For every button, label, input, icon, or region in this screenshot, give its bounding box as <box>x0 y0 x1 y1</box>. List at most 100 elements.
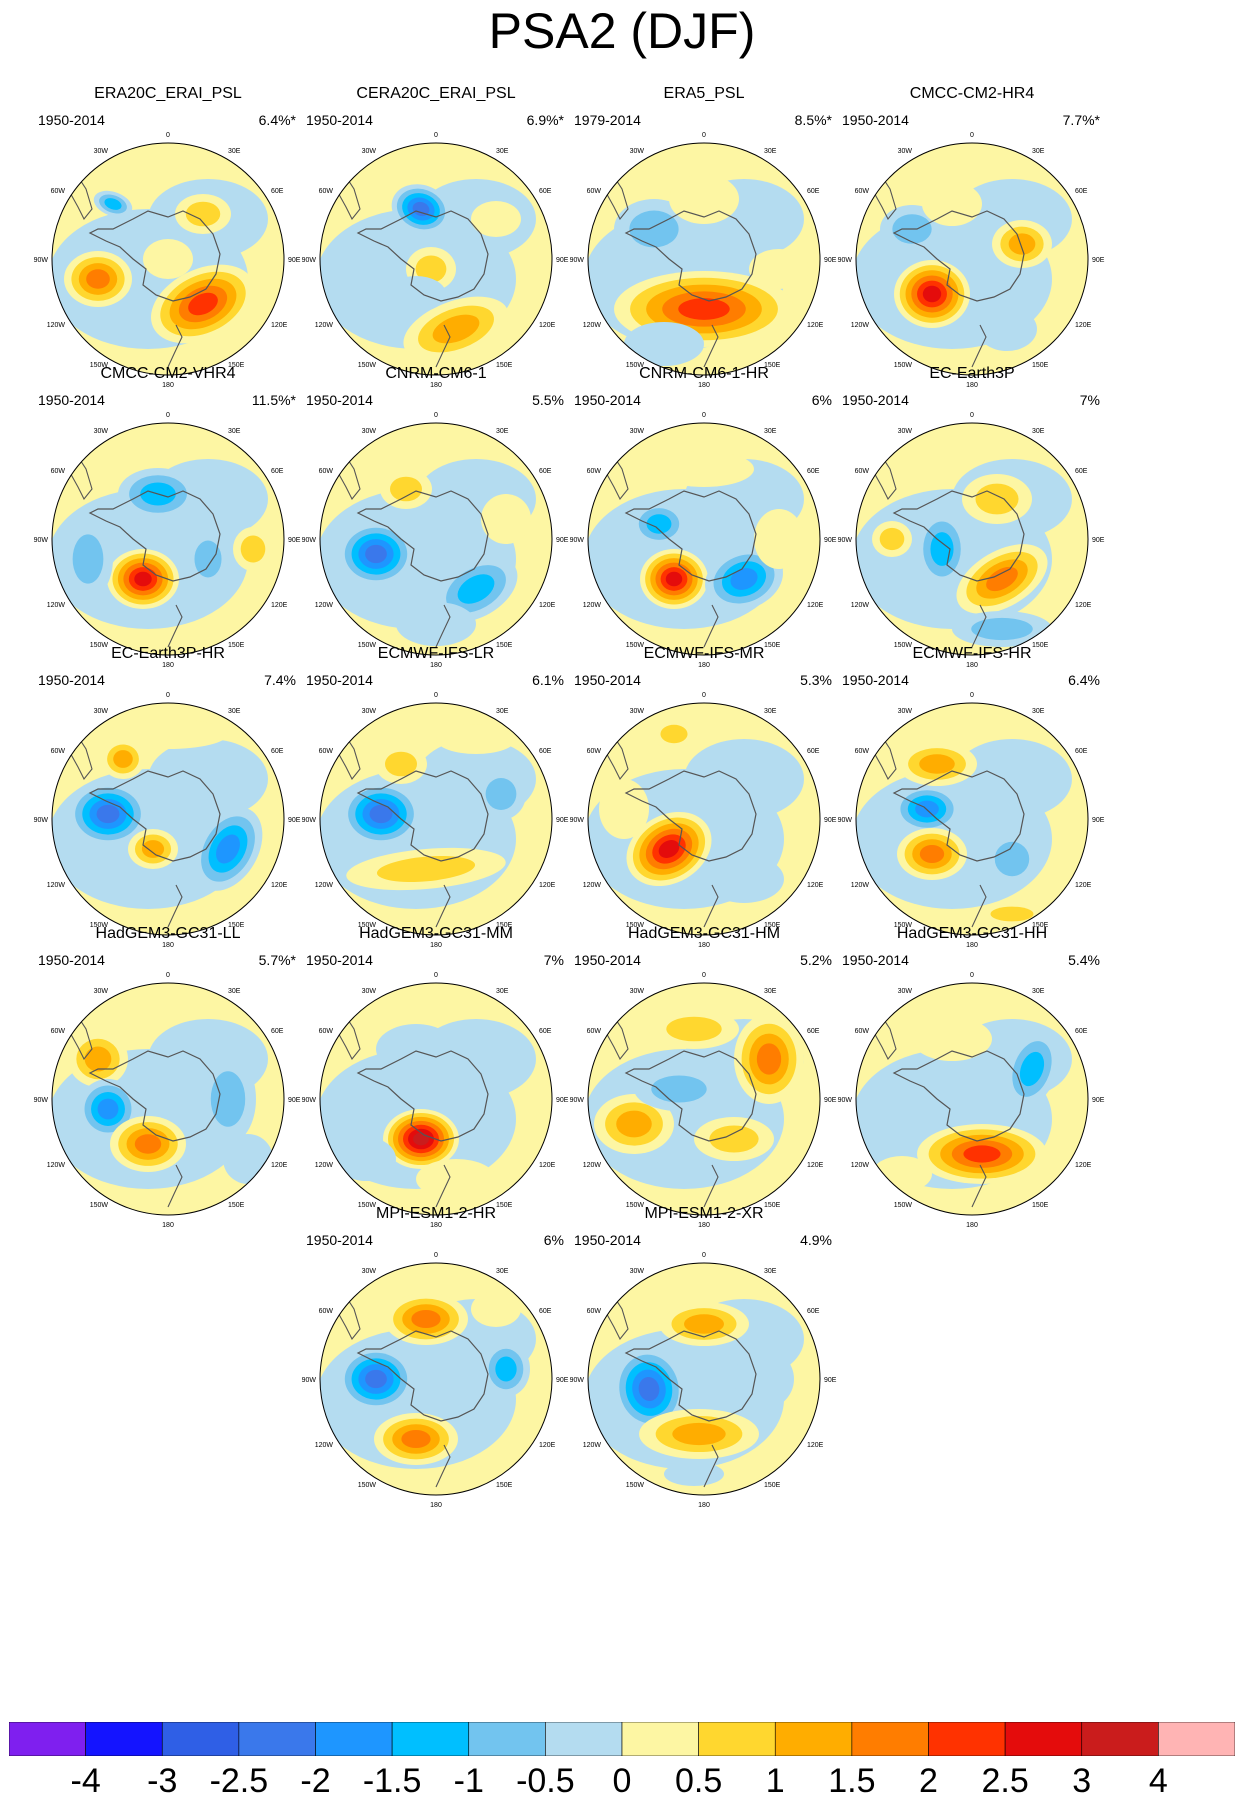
panel-period: 1950-2014 <box>306 392 373 408</box>
longitude-label: 90W <box>302 537 317 544</box>
longitude-label: 120E <box>1075 322 1092 329</box>
anomaly-contour <box>134 1134 162 1154</box>
colorbar <box>9 1722 1235 1756</box>
longitude-label: 60W <box>51 188 66 195</box>
map-border <box>587 142 821 376</box>
longitude-label: 90E <box>1092 537 1105 544</box>
anomaly-contour <box>385 751 417 777</box>
anomaly-contour <box>471 1291 521 1327</box>
map-panel: HadGEM3-GC31-MM 1950-2014 7% 0 30E 60E 90E 120E… <box>286 924 586 1244</box>
longitude-label: 120W <box>583 1162 602 1169</box>
longitude-label: 90E <box>1092 257 1105 264</box>
polar-map: 0 30E 60E 90E 120E 150E 180 150W 120W 90W 60W 30W <box>570 132 837 389</box>
longitude-label: 90W <box>302 1377 317 1384</box>
longitude-label: 90W <box>570 817 585 824</box>
longitude-label: 120E <box>539 602 556 609</box>
panel-variance: 7.4% <box>264 672 296 688</box>
anomaly-contour <box>922 285 942 303</box>
longitude-label: 120E <box>271 882 288 889</box>
longitude-label: 120E <box>807 882 824 889</box>
longitude-label: 90W <box>838 1097 853 1104</box>
longitude-label: 90E <box>288 257 301 264</box>
longitude-label: 150W <box>894 642 913 649</box>
anomaly-contour <box>666 1016 722 1042</box>
map-panel: EC-Earth3P-HR 1950-2014 7.4% 0 30E 60E 90E 120E… <box>18 644 318 964</box>
map-panel: ECMWF-IFS-MR 1950-2014 5.3% 0 30E 60E 90E 120E 1… <box>554 644 854 964</box>
panel-title: ECMWF-IFS-MR <box>643 645 765 662</box>
colorbar-tick-label: 1.5 <box>828 1762 876 1800</box>
anomaly-contour <box>872 1156 932 1192</box>
coastline <box>435 604 451 648</box>
longitude-label: 120E <box>271 1162 288 1169</box>
longitude-label: 30E <box>764 1268 777 1275</box>
longitude-label: 120W <box>851 602 870 609</box>
longitude-label: 60E <box>1075 748 1088 755</box>
longitude-label: 120E <box>807 322 824 329</box>
longitude-label: 120W <box>315 322 334 329</box>
longitude-label: 60E <box>271 188 284 195</box>
antarctica-outline <box>892 490 1025 582</box>
panel-period: 1950-2014 <box>842 112 909 128</box>
map-border <box>51 422 285 656</box>
panel-title: ECMWF-IFS-LR <box>377 645 495 662</box>
coastline <box>703 1444 719 1488</box>
longitude-label: 30E <box>228 708 241 715</box>
longitude-label: 120W <box>47 882 66 889</box>
longitude-label: 30W <box>362 428 377 435</box>
longitude-label: 0 <box>434 692 438 699</box>
longitude-label: 150E <box>764 1482 781 1489</box>
anomaly-contour <box>104 198 122 210</box>
map-panel: HadGEM3-GC31-HM 1950-2014 5.2% 0 30E 60E 90E 12… <box>554 924 854 1244</box>
longitude-label: 150W <box>358 1202 377 1209</box>
anomaly-contour <box>1008 233 1036 255</box>
anomaly-contour <box>986 566 1018 592</box>
longitude-label: 120W <box>851 1162 870 1169</box>
longitude-label: 120W <box>47 1162 66 1169</box>
map-border <box>855 702 1089 936</box>
longitude-label: 0 <box>970 412 974 419</box>
longitude-label: 0 <box>970 132 974 139</box>
longitude-label: 150E <box>228 642 245 649</box>
longitude-label: 150W <box>894 362 913 369</box>
anomaly-contour <box>930 532 954 566</box>
longitude-label: 60W <box>587 188 602 195</box>
longitude-label: 60W <box>587 1028 602 1035</box>
longitude-label: 150W <box>358 1482 377 1489</box>
anomaly-contour <box>481 494 531 544</box>
longitude-label: 120E <box>539 882 556 889</box>
colorbar-box <box>928 1722 1006 1756</box>
map-panel: ERA5_PSL 1979-2014 8.5%* 0 30E 60E 90E 120E 150E… <box>554 84 854 404</box>
anomaly-contour <box>96 804 120 824</box>
longitude-label: 180 <box>430 942 442 949</box>
colorbar-tick-label: 1 <box>765 1762 785 1800</box>
antarctica-outline <box>356 490 489 582</box>
longitude-label: 90E <box>288 537 301 544</box>
map-border <box>51 702 285 936</box>
longitude-label: 30E <box>496 988 509 995</box>
anomaly-contour <box>416 1159 496 1199</box>
map-border <box>855 982 1089 1216</box>
antarctica-outline <box>624 490 757 582</box>
antarctica-outline <box>892 1050 1025 1142</box>
anomaly-contour <box>709 1125 759 1153</box>
panel-period: 1950-2014 <box>306 112 373 128</box>
panel-title: ERA20C_ERAI_PSL <box>94 85 242 102</box>
longitude-label: 30W <box>630 428 645 435</box>
anomaly-contour <box>369 804 393 824</box>
longitude-label: 0 <box>434 1252 438 1259</box>
coastline <box>167 884 183 928</box>
longitude-label: 90W <box>34 1097 49 1104</box>
longitude-label: 30W <box>630 988 645 995</box>
longitude-label: 60W <box>319 468 334 475</box>
coastline <box>971 884 987 928</box>
anomaly-contour <box>734 1349 794 1409</box>
anomaly-contour <box>396 602 476 646</box>
panel-period: 1950-2014 <box>574 392 641 408</box>
longitude-label: 30W <box>362 708 377 715</box>
longitude-label: 90W <box>838 537 853 544</box>
longitude-label: 60E <box>1075 468 1088 475</box>
longitude-label: 180 <box>162 662 174 669</box>
colorbar-tick-label: 2 <box>919 1762 938 1800</box>
colorbar-tick-label: -2 <box>300 1762 331 1800</box>
colorbar-tick-label: -0.5 <box>516 1762 575 1800</box>
